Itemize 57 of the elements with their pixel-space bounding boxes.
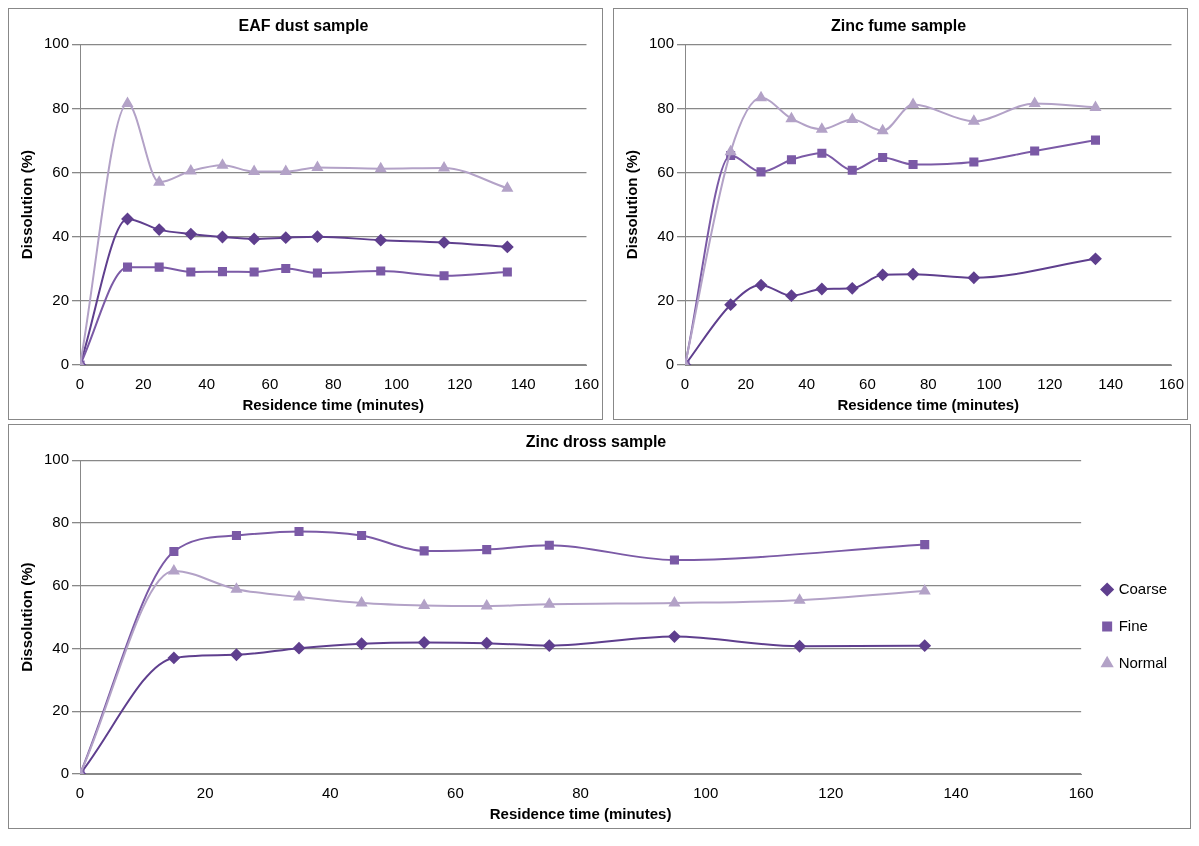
y-axis-title: Dissolution (%): [18, 150, 36, 260]
y-axis-title: Dissolution (%): [623, 150, 641, 260]
x-tick-label: 60: [261, 375, 279, 393]
y-tick-label: 80: [52, 513, 70, 531]
y-tick-label: 20: [52, 701, 70, 719]
x-tick-label: 100: [384, 375, 410, 393]
x-tick-label: 20: [737, 375, 755, 393]
y-tick-label: 40: [52, 226, 70, 244]
y-tick-label: 100: [44, 34, 70, 52]
legend-label: Fine: [1118, 616, 1148, 634]
y-tick-label: 0: [665, 355, 675, 373]
y-axis-title: Dissolution (%): [18, 562, 36, 672]
legend-label: Normal: [1118, 653, 1167, 671]
x-axis-title: Residence time (minutes): [242, 396, 425, 414]
y-tick-label: 60: [52, 575, 70, 593]
y-tick-label: 20: [52, 290, 70, 308]
legend-label: Coarse: [1118, 579, 1167, 597]
x-tick-label: 120: [818, 784, 844, 802]
x-tick-label: 100: [693, 784, 719, 802]
x-tick-label: 120: [1037, 375, 1063, 393]
y-tick-label: 60: [52, 162, 70, 180]
x-axis-title: Residence time (minutes): [489, 805, 672, 823]
chart-title: Zinc dross sample: [525, 433, 667, 451]
x-tick-label: 80: [919, 375, 937, 393]
x-tick-label: 140: [510, 375, 536, 393]
y-tick-label: 40: [52, 638, 70, 656]
x-tick-label: 0: [75, 375, 85, 393]
y-tick-label: 80: [52, 98, 70, 116]
y-tick-label: 20: [657, 290, 675, 308]
y-tick-label: 100: [44, 450, 70, 468]
x-tick-label: 140: [1098, 375, 1124, 393]
x-tick-label: 100: [976, 375, 1002, 393]
x-tick-label: 160: [1068, 784, 1094, 802]
x-tick-label: 0: [680, 375, 690, 393]
x-tick-label: 160: [1158, 375, 1184, 393]
x-tick-label: 140: [943, 784, 969, 802]
x-tick-label: 60: [447, 784, 464, 802]
chart-title: Zinc fume sample: [830, 17, 967, 35]
x-tick-label: 60: [859, 375, 876, 393]
y-tick-label: 40: [657, 226, 675, 244]
x-tick-label: 160: [573, 375, 599, 393]
x-tick-label: 40: [198, 375, 215, 393]
y-tick-label: 60: [657, 162, 675, 180]
y-tick-label: 100: [649, 34, 675, 52]
x-tick-label: 40: [321, 784, 339, 802]
x-axis-title: Residence time (minutes): [837, 396, 1020, 414]
y-tick-label: 80: [657, 98, 675, 116]
y-tick-label: 0: [60, 764, 70, 782]
x-tick-label: 40: [798, 375, 815, 393]
y-tick-label: 0: [60, 355, 70, 373]
x-tick-label: 20: [134, 375, 152, 393]
x-tick-label: 20: [196, 784, 214, 802]
x-tick-label: 80: [572, 784, 589, 802]
chart-title: EAF dust sample: [238, 17, 369, 35]
x-tick-label: 120: [447, 375, 473, 393]
x-tick-label: 0: [75, 784, 85, 802]
x-tick-label: 80: [324, 375, 342, 393]
